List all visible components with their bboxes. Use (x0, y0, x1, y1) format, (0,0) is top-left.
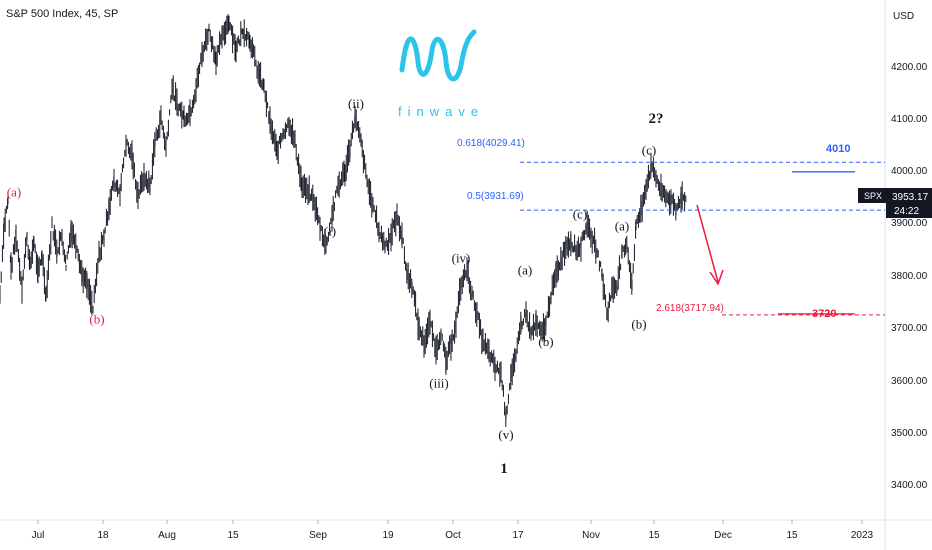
finwave-logo: finwave (398, 29, 484, 119)
target-label: 3720 (812, 308, 836, 320)
x-tick-label: Aug (158, 530, 176, 541)
x-tick-label: Oct (445, 530, 461, 541)
wave-label: (iv) (452, 250, 471, 265)
last-price-value: 3953.17 (892, 192, 929, 203)
y-tick-label: 3800.00 (891, 271, 928, 282)
y-tick-label: 3500.00 (891, 428, 928, 439)
x-tick-label: 15 (786, 530, 798, 541)
y-tick-label: 3700.00 (891, 323, 928, 334)
x-axis: Jul 18 Aug 15 Sep 19 Oct 17 Nov 15 Dec 15 2023 (32, 520, 874, 541)
price-series (0, 14, 687, 427)
x-tick-label: Jul (32, 530, 45, 541)
target-label: 4010 (826, 143, 850, 155)
wave-label: (i) (324, 224, 336, 239)
y-tick-label: 4000.00 (891, 166, 928, 177)
fib-level-label: 0.5(3931.69) (467, 191, 524, 202)
x-tick-label: 2023 (851, 530, 874, 541)
wave-label: 1 (500, 461, 508, 477)
wave-label: (c) (642, 143, 656, 158)
fib-level-label: 2.618(3717.94) (656, 303, 724, 314)
x-tick-label: Sep (309, 530, 327, 541)
chart-title: S&P 500 Index, 45, SP (6, 8, 119, 20)
wave-label: (c) (573, 206, 587, 221)
x-tick-label: 19 (382, 530, 394, 541)
projection-arrow (696, 204, 724, 286)
finwave-logo-text: finwave (398, 104, 484, 119)
x-tick-label: 15 (227, 530, 239, 541)
wave-label: (b) (538, 334, 553, 349)
wave-label: (a) (518, 263, 532, 278)
currency-label: USD (893, 11, 914, 22)
wave-label: (a) (615, 219, 629, 234)
wave-label: (a) (7, 184, 21, 199)
last-price-countdown: 24:22 (894, 206, 919, 217)
last-price-symbol: SPX (864, 191, 882, 201)
y-tick-label: 4200.00 (891, 62, 928, 73)
finwave-wave-icon (399, 29, 477, 82)
wave-label: (iii) (429, 375, 449, 390)
x-tick-label: 17 (512, 530, 524, 541)
fib-levels: 0.618(4029.41) 4010 0.5(3931.69) 2.618(3717… (457, 138, 885, 320)
wave-label: (b) (631, 317, 646, 332)
fib-level-label: 0.618(4029.41) (457, 138, 525, 149)
y-tick-label: 4100.00 (891, 114, 928, 125)
y-axis: 4200.00 4100.00 4000.00 3900.00 3800.00 3700.… (891, 62, 928, 491)
wave-label: (b) (89, 312, 104, 327)
y-tick-label: 3600.00 (891, 376, 928, 387)
y-tick-label: 3900.00 (891, 218, 928, 229)
wave-labels: (a) (b) (ii) (i) (iv) (iii) (v) 1 (a) (b) (c) (a) (b… (7, 96, 664, 477)
wave-label: (ii) (348, 96, 364, 111)
last-price-tag: SPX 3953.17 24:22 (858, 188, 932, 218)
x-tick-label: Nov (582, 530, 600, 541)
y-tick-label: 3400.00 (891, 480, 928, 491)
wave-label: (v) (498, 427, 513, 442)
x-tick-label: 15 (648, 530, 660, 541)
x-tick-label: 18 (97, 530, 109, 541)
wave-label: 2? (649, 111, 664, 127)
x-tick-label: Dec (714, 530, 732, 541)
